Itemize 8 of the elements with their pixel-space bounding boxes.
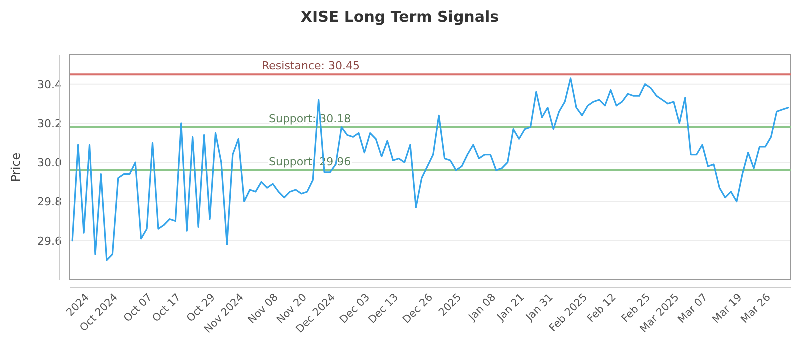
- line-series: [72, 78, 790, 262]
- y-axis-title: Price: [9, 152, 23, 182]
- x-tick-label: Oct 17: [150, 292, 184, 325]
- x-tick-label: Jan 08: [466, 292, 498, 324]
- chart-title: XISE Long Term Signals: [300, 8, 500, 26]
- ref-line-label: Resistance: 30.45: [262, 60, 360, 73]
- x-tick-label: Dec 26: [400, 291, 436, 326]
- x-tick-label: Feb 12: [585, 292, 619, 326]
